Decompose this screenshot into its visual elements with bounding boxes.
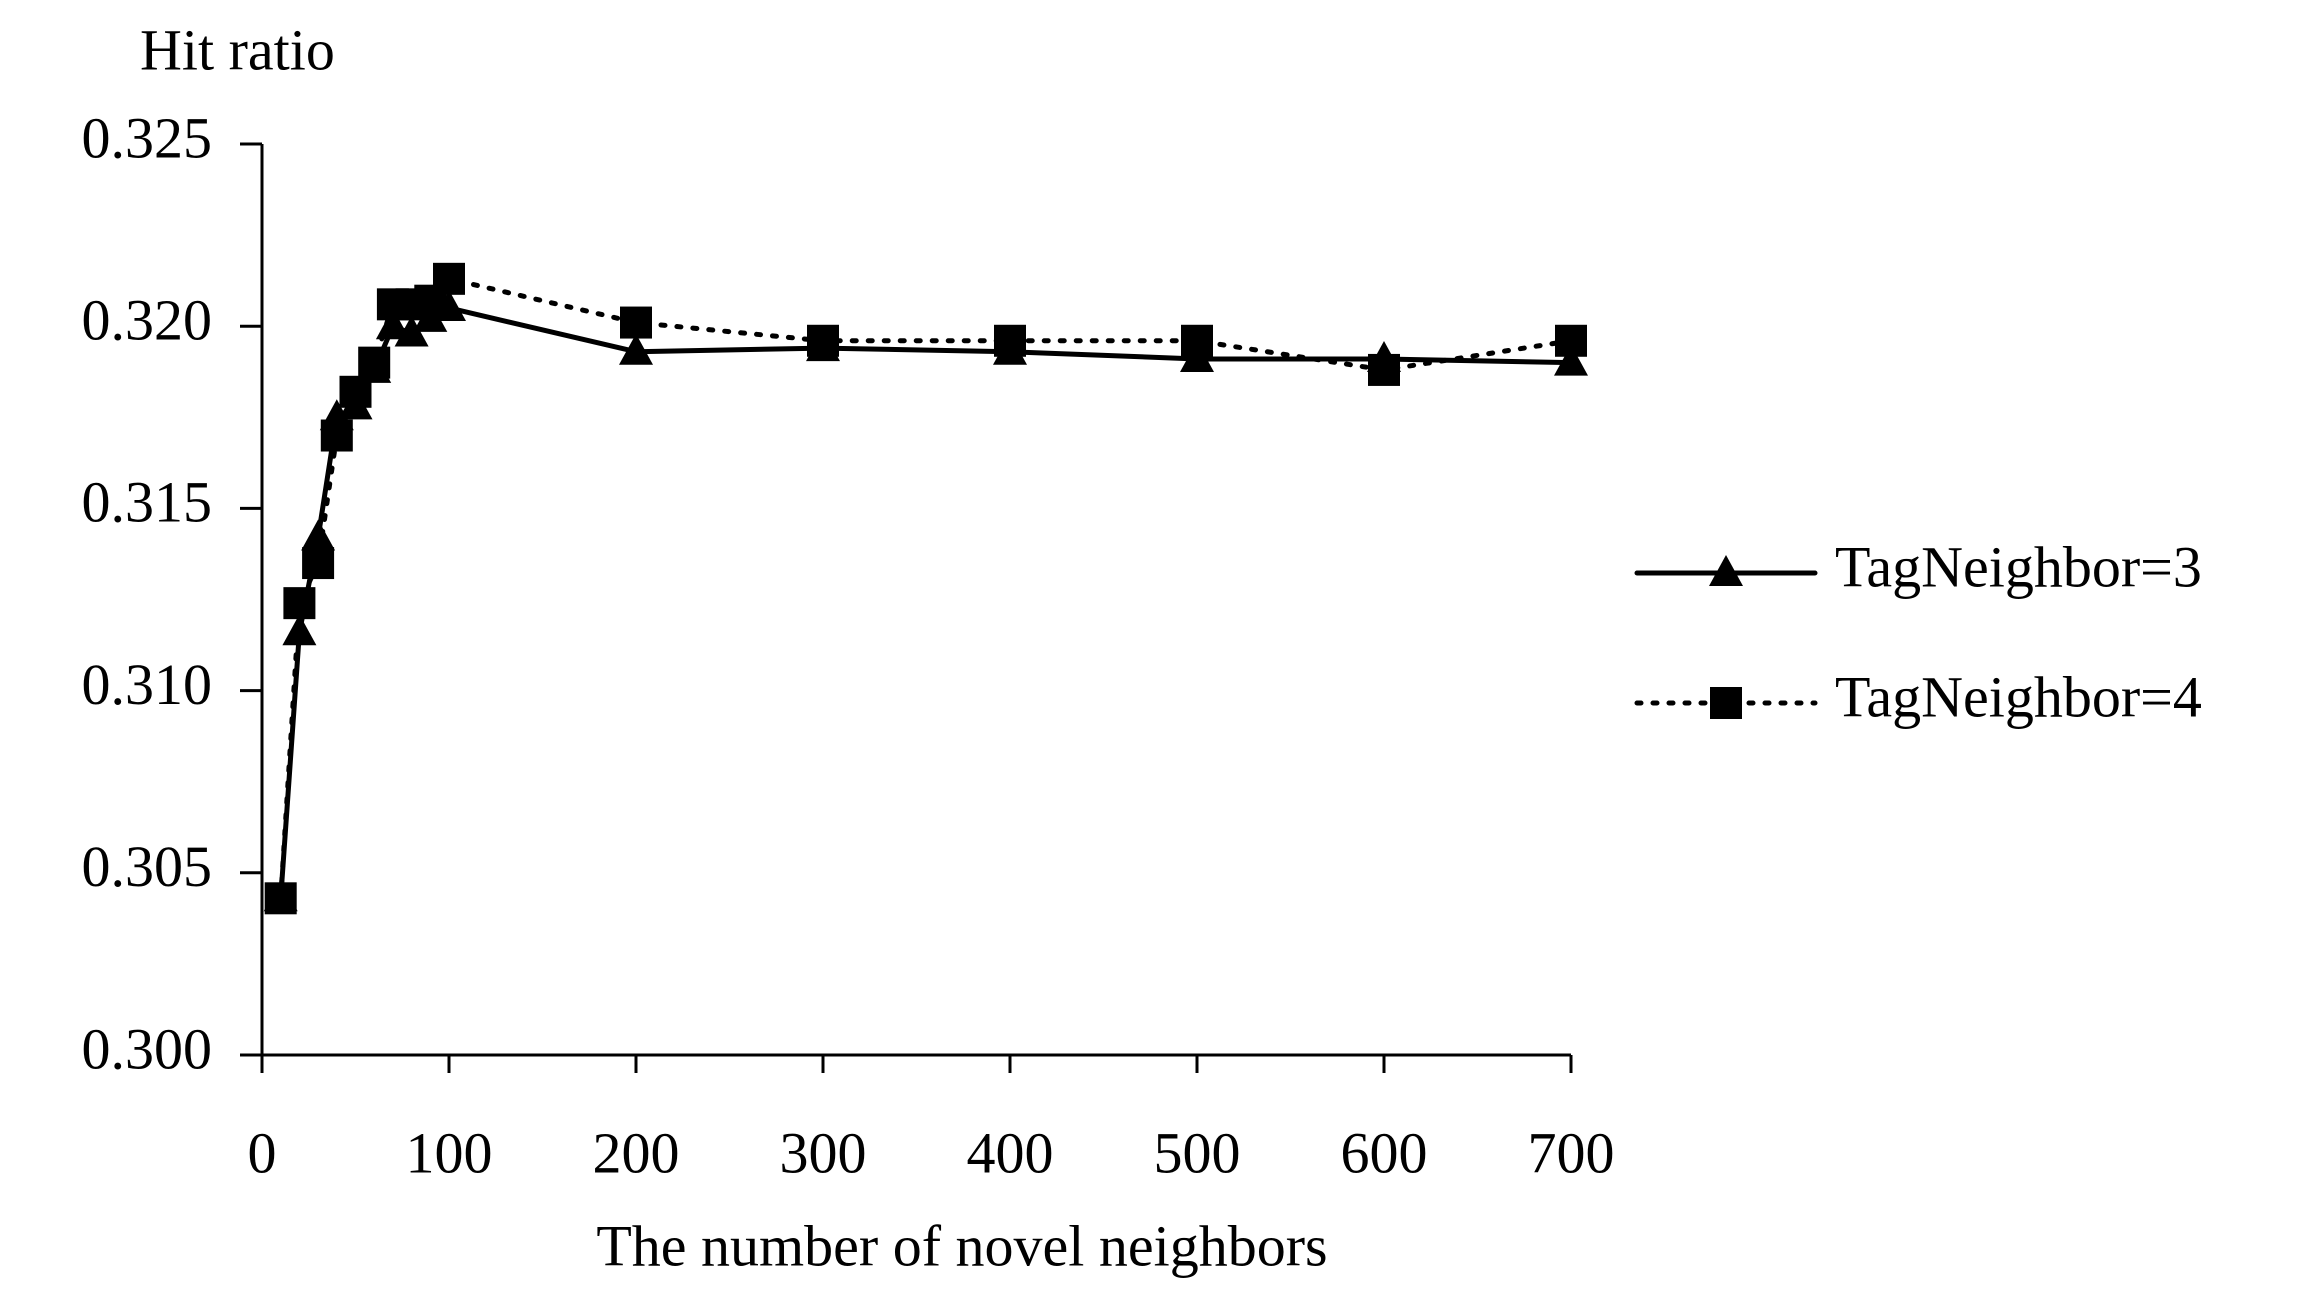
- marker: [433, 262, 465, 295]
- x-tick-label: 700: [1528, 1120, 1615, 1185]
- x-tick-label: 600: [1341, 1120, 1428, 1185]
- y-tick-label: 0.325: [82, 105, 213, 170]
- y-tick-label: 0.310: [82, 652, 213, 717]
- marker: [320, 419, 353, 452]
- y-tick-label: 0.315: [82, 470, 213, 535]
- y-tick-label: 0.300: [82, 1016, 213, 1081]
- y-tick-label: 0.305: [82, 834, 213, 899]
- y-axis-label: Hit ratio: [140, 17, 335, 82]
- legend-label: TagNeighbor=3: [1835, 534, 2202, 599]
- marker: [358, 346, 391, 379]
- marker: [394, 315, 429, 347]
- marker: [302, 547, 335, 580]
- marker: [994, 324, 1026, 357]
- x-tick-label: 100: [406, 1120, 493, 1185]
- y-tick-label: 0.320: [82, 288, 213, 353]
- marker: [1181, 324, 1213, 357]
- legend-label: TagNeighbor=4: [1835, 664, 2202, 729]
- x-tick-label: 400: [967, 1120, 1054, 1185]
- marker: [1554, 344, 1588, 376]
- x-axis-label: The number of novel neighbors: [596, 1213, 1327, 1278]
- x-tick-label: 200: [593, 1120, 680, 1185]
- legend-marker: [1709, 555, 1743, 586]
- marker: [807, 324, 839, 357]
- marker: [264, 882, 297, 915]
- marker: [339, 375, 372, 408]
- marker: [619, 333, 653, 365]
- x-tick-label: 300: [780, 1120, 867, 1185]
- marker: [375, 308, 410, 340]
- series-line: [278, 305, 1574, 901]
- legend-marker: [1710, 687, 1742, 719]
- x-tick-label: 500: [1154, 1120, 1241, 1185]
- x-tick-label: 0: [248, 1120, 277, 1185]
- marker: [282, 614, 317, 646]
- marker: [1555, 324, 1587, 357]
- marker: [1368, 353, 1400, 386]
- marker: [283, 587, 316, 620]
- marker: [620, 306, 652, 339]
- marker: [301, 519, 336, 551]
